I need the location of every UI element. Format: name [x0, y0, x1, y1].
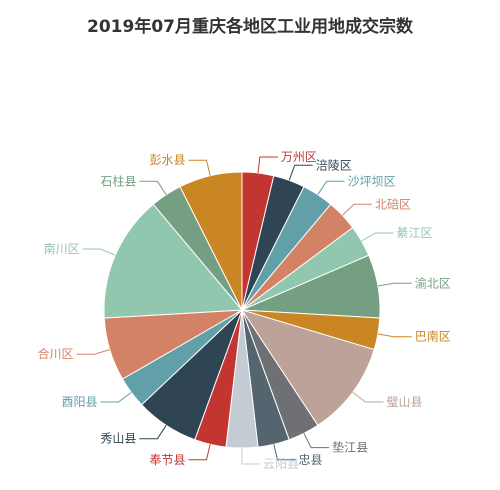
leader-line-1: [289, 165, 313, 180]
slice-label-14: 合川区: [37, 346, 73, 361]
slice-label-17: 彭水县: [149, 153, 185, 167]
slice-label-5: 渝北区: [415, 275, 451, 290]
leader-line-0: [258, 157, 278, 173]
leader-line-8: [304, 433, 329, 447]
leader-line-16: [139, 181, 166, 194]
leader-line-10: [242, 448, 260, 464]
slice-label-16: 石柱县: [100, 173, 136, 188]
slice-label-2: 沙坪坝区: [348, 174, 396, 188]
leader-line-17: [189, 160, 211, 176]
leader-line-11: [189, 444, 211, 460]
slice-label-4: 綦江区: [396, 226, 432, 240]
slice-label-6: 巴南区: [415, 329, 451, 344]
slice-label-3: 北碚区: [375, 196, 411, 211]
leader-line-6: [378, 334, 412, 337]
slice-label-0: 万州区: [281, 150, 317, 164]
leader-line-2: [318, 181, 345, 194]
slice-label-1: 涪陵区: [316, 157, 352, 172]
slice-label-13: 酉阳县: [61, 395, 97, 409]
pie-slices: [104, 172, 380, 448]
leader-line-5: [378, 283, 412, 286]
leader-line-3: [342, 204, 372, 215]
slice-label-11: 奉节县: [149, 453, 185, 467]
leader-line-14: [77, 350, 110, 355]
slice-label-10: 云阳县: [263, 457, 299, 471]
slice-label-12: 秀山县: [100, 432, 136, 446]
leader-line-13: [101, 392, 132, 402]
leader-line-4: [362, 233, 394, 241]
slice-label-15: 南川区: [44, 241, 80, 256]
slice-label-9: 忠县: [299, 453, 323, 467]
leader-line-15: [83, 249, 116, 255]
slice-label-7: 璧山县: [387, 394, 423, 409]
leader-line-12: [139, 425, 166, 438]
leader-line-7: [353, 392, 384, 402]
slice-label-8: 垫江县: [332, 440, 368, 455]
